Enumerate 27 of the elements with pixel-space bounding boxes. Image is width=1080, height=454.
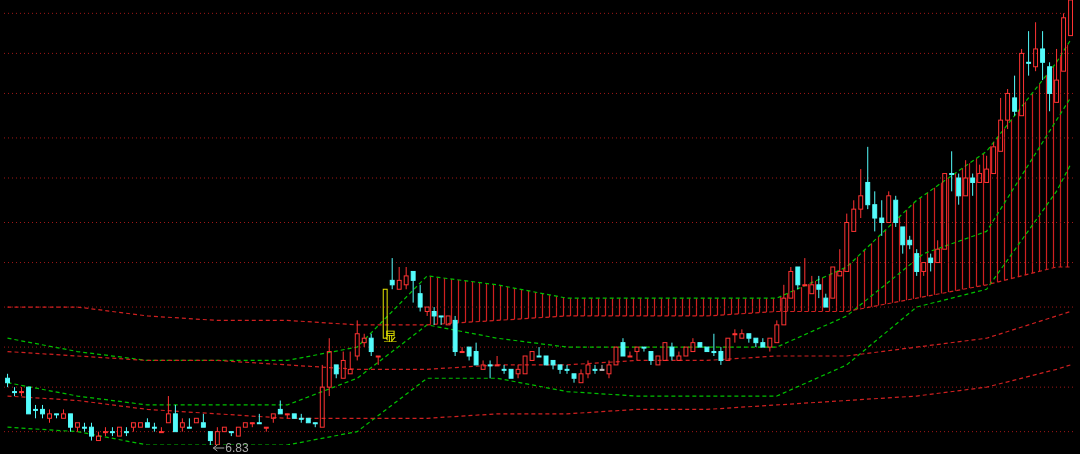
candlestick bbox=[1047, 61, 1053, 112]
candlestick bbox=[907, 235, 913, 250]
candlestick bbox=[452, 315, 458, 357]
candlestick bbox=[893, 195, 899, 228]
candlestick bbox=[389, 257, 395, 290]
candlestick bbox=[368, 333, 374, 357]
candlestick bbox=[47, 408, 52, 424]
candlestick bbox=[865, 146, 871, 210]
candlestick bbox=[5, 373, 10, 388]
candlestick bbox=[89, 422, 94, 442]
candlestick bbox=[718, 346, 724, 366]
candlestick bbox=[179, 417, 185, 433]
candlestick bbox=[669, 342, 675, 361]
candlestick bbox=[592, 364, 598, 375]
candlestick bbox=[1026, 30, 1032, 77]
candlestick bbox=[1012, 75, 1018, 117]
candlestick bbox=[1033, 21, 1039, 72]
candlestick bbox=[914, 248, 920, 277]
candlestick bbox=[711, 333, 717, 357]
annotation: 显 bbox=[384, 329, 397, 344]
annotation: 6.83 bbox=[225, 441, 249, 454]
candlestick bbox=[487, 359, 493, 379]
candlestick bbox=[732, 328, 738, 344]
candlestick bbox=[1040, 30, 1046, 81]
candlestick bbox=[361, 333, 367, 348]
candlestick bbox=[872, 190, 878, 232]
candlestick bbox=[879, 199, 885, 237]
